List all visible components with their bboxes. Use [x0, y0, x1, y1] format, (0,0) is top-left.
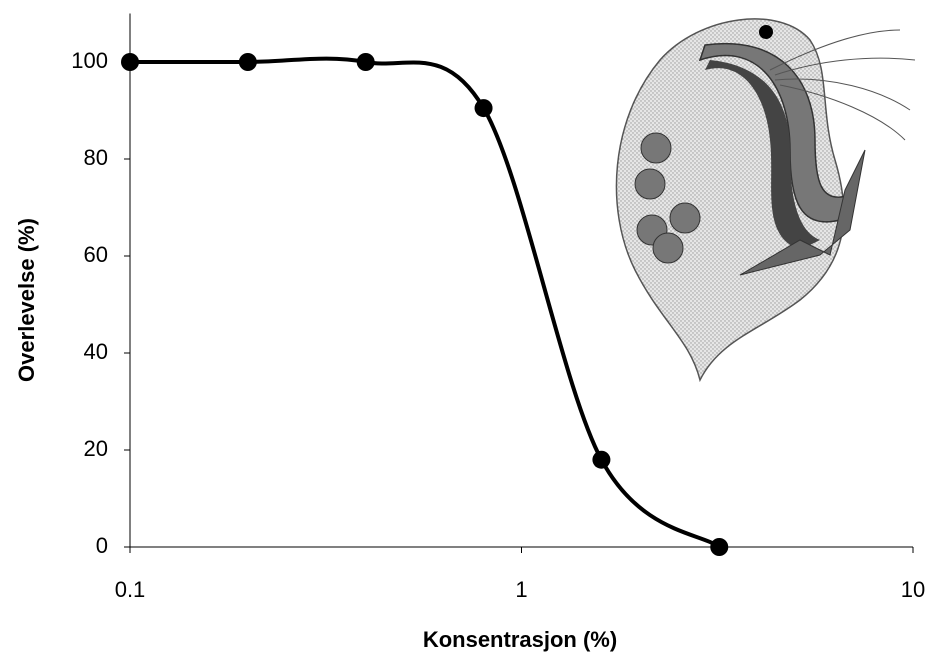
y-axis-label: Overlevelse (%) — [14, 218, 39, 382]
y-tick-label: 100 — [71, 48, 108, 73]
daphnia-illustration — [615, 18, 916, 383]
x-tick-label: 0.1 — [115, 577, 146, 602]
point — [121, 53, 139, 71]
point — [592, 450, 611, 469]
x-tick-label: 10 — [901, 577, 925, 602]
y-tick-label: 60 — [84, 242, 108, 267]
y-tick-label: 40 — [84, 339, 108, 364]
y-tick-label: 0 — [96, 533, 108, 558]
point — [238, 53, 257, 71]
x-axis-label: Konsentrasjon (%) — [423, 627, 617, 652]
y-tick-label: 20 — [84, 436, 108, 461]
point — [474, 99, 493, 118]
y-tick-label: 80 — [84, 145, 108, 170]
point — [356, 53, 375, 71]
x-tick-label: 1 — [515, 577, 527, 602]
point — [710, 538, 729, 556]
